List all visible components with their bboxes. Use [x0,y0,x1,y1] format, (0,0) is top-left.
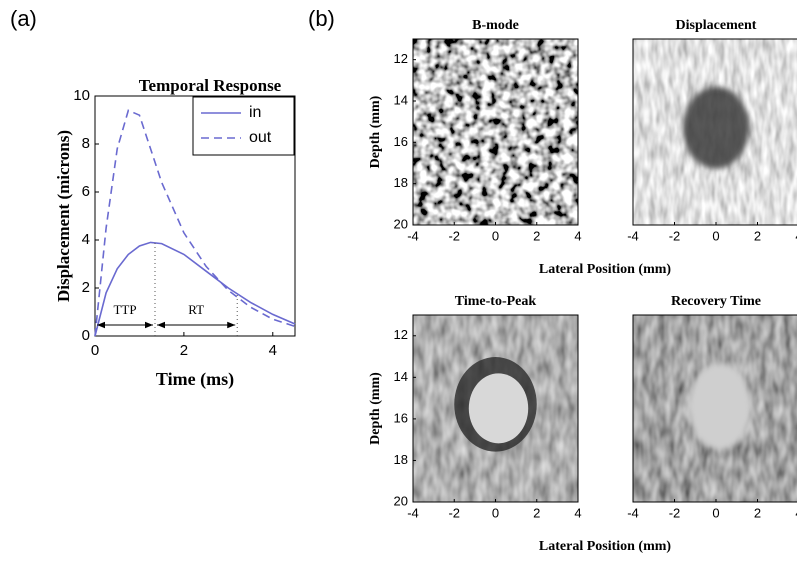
y-tick-label: 8 [82,135,90,152]
y-tick-label: 18 [394,175,408,190]
x-tick-label: 4 [269,342,277,359]
y-tick-label: 10 [73,87,90,104]
x-tick-label: -4 [407,228,419,243]
image-title: Recovery Time [671,294,761,309]
x-tick-label: -4 [407,505,419,520]
inclusion [682,86,750,169]
y-tick-label: 18 [394,452,408,467]
y-axis-label: Depth (mm) [368,372,383,445]
y-tick-label: 20 [394,493,408,508]
legend-label: out [249,129,272,146]
x-tick-label: 4 [795,505,797,520]
data-line [94,241,296,337]
y-tick-label: 16 [394,134,408,149]
x-tick-label: -4 [627,505,639,520]
x-tick-label: 0 [712,228,719,243]
chart-title: Temporal Response [139,76,282,95]
annotation-text: TTP [113,302,136,317]
x-tick-label: 2 [754,505,761,520]
x-axis-label: Lateral Position (mm) [539,539,672,554]
inclusion [468,373,529,444]
x-tick-label: -2 [448,505,460,520]
inclusion [688,363,752,450]
x-axis-label: Lateral Position (mm) [539,262,672,277]
x-axis-label: Time (ms) [156,369,234,390]
x-tick-label: -2 [448,228,460,243]
image-texture [413,39,578,225]
y-tick-label: 20 [394,216,408,231]
y-tick-label: 14 [394,92,408,107]
y-tick-label: 0 [82,327,90,344]
x-tick-label: -4 [627,228,639,243]
y-tick-label: 12 [394,51,408,66]
x-tick-label: 0 [91,342,99,359]
legend-label: in [249,104,261,121]
image [413,39,578,225]
image [413,315,578,502]
y-tick-label: 16 [394,410,408,425]
panel-label: (a) [10,6,37,31]
x-tick-label: 4 [574,228,581,243]
image-title: Displacement [676,18,757,33]
x-tick-label: 2 [180,342,188,359]
x-tick-label: 4 [795,228,797,243]
annotation-text: RT [188,302,204,317]
y-tick-label: 6 [82,183,90,200]
legend-box [192,96,295,156]
x-tick-label: 0 [712,505,719,520]
y-tick-label: 2 [82,279,90,296]
x-tick-label: -2 [669,505,681,520]
y-tick-label: 4 [82,231,90,248]
panel-label: (b) [308,6,335,31]
y-tick-label: 12 [394,327,408,342]
y-tick-label: 14 [394,369,408,384]
image [633,39,797,225]
image-title: B-mode [472,18,519,33]
y-axis-label: Depth (mm) [368,95,383,168]
plot-frame [94,95,296,337]
x-tick-label: 2 [533,505,540,520]
image-title: Time-to-Peak [455,294,537,309]
x-tick-label: 2 [533,228,540,243]
x-tick-label: -2 [669,228,681,243]
data-line [94,109,296,337]
x-tick-label: 0 [492,505,499,520]
x-tick-label: 4 [574,505,581,520]
x-tick-label: 2 [754,228,761,243]
image [633,315,797,502]
x-tick-label: 0 [492,228,499,243]
y-axis-label: Displacement (microns) [54,130,73,302]
